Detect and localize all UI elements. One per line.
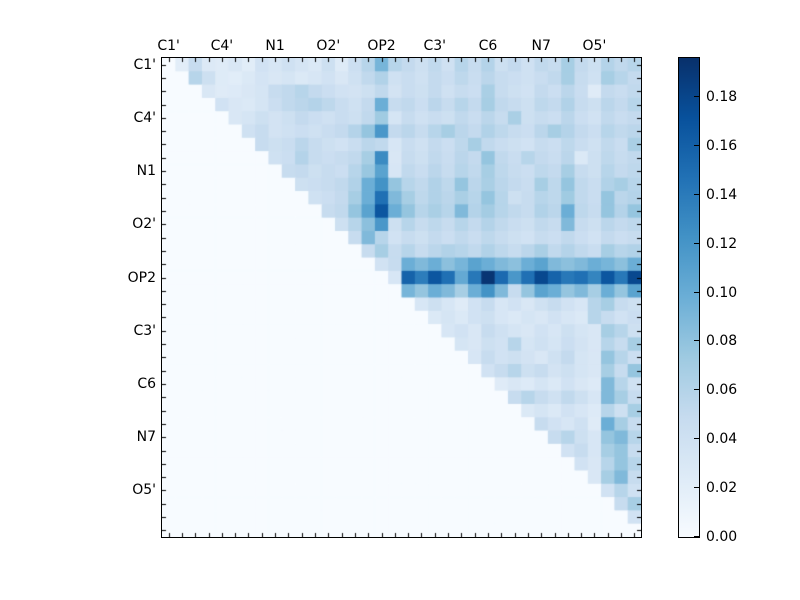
- x-axis-tick-label: N7: [531, 38, 551, 54]
- y-axis-tick-label: C3': [133, 322, 156, 339]
- colorbar-tick: [694, 145, 699, 146]
- colorbar-tick-label: 0.08: [706, 333, 738, 350]
- y-axis-tick-label: O5': [132, 482, 156, 499]
- colorbar-tick: [694, 438, 699, 439]
- colorbar-tick-label: 0.06: [706, 382, 738, 399]
- x-axis-tick-label: OP2: [367, 38, 396, 54]
- y-axis-tick-label: C4': [133, 109, 156, 126]
- x-axis-tick-label: O5': [582, 38, 607, 54]
- x-axis-tick-label: C4': [210, 38, 234, 54]
- colorbar-tick-label: 0.18: [706, 89, 738, 106]
- y-axis-tick-label: O2': [132, 216, 156, 233]
- y-axis-tick-label: C6: [137, 375, 156, 392]
- colorbar-tick-label: 0.16: [706, 137, 738, 154]
- y-axis-tick-label: OP2: [127, 269, 156, 286]
- colorbar-tick-label: 0.02: [706, 480, 738, 497]
- y-axis-tick-label: C1': [133, 56, 156, 73]
- x-axis-tick-label: C6: [478, 38, 498, 54]
- heatmap-plot-area: [161, 57, 642, 538]
- colorbar-gradient: [679, 58, 699, 537]
- colorbar-tick: [694, 536, 699, 537]
- x-axis-tick-label: C1': [157, 38, 180, 54]
- colorbar-tick: [694, 194, 699, 195]
- x-axis-tick-label: C3': [423, 38, 447, 54]
- colorbar-tick-label: 0.10: [706, 284, 738, 301]
- colorbar-tick: [694, 340, 699, 341]
- colorbar-tick: [694, 96, 699, 97]
- colorbar-tick: [694, 389, 699, 390]
- heatmap-canvas: [162, 58, 641, 537]
- colorbar-tick-label: 0.04: [706, 431, 738, 448]
- colorbar-tick: [694, 292, 699, 293]
- y-axis-tick-label: N1: [136, 163, 156, 180]
- colorbar-tick-label: 0.12: [706, 235, 738, 252]
- colorbar-tick-label: 0.14: [706, 186, 738, 203]
- colorbar-tick-label: 0.00: [706, 529, 738, 545]
- x-axis-tick-label: O2': [316, 38, 341, 54]
- colorbar: [678, 57, 700, 538]
- x-axis-tick-label: N1: [265, 38, 285, 54]
- colorbar-tick: [694, 243, 699, 244]
- y-axis-tick-label: N7: [136, 429, 156, 446]
- colorbar-tick: [694, 487, 699, 488]
